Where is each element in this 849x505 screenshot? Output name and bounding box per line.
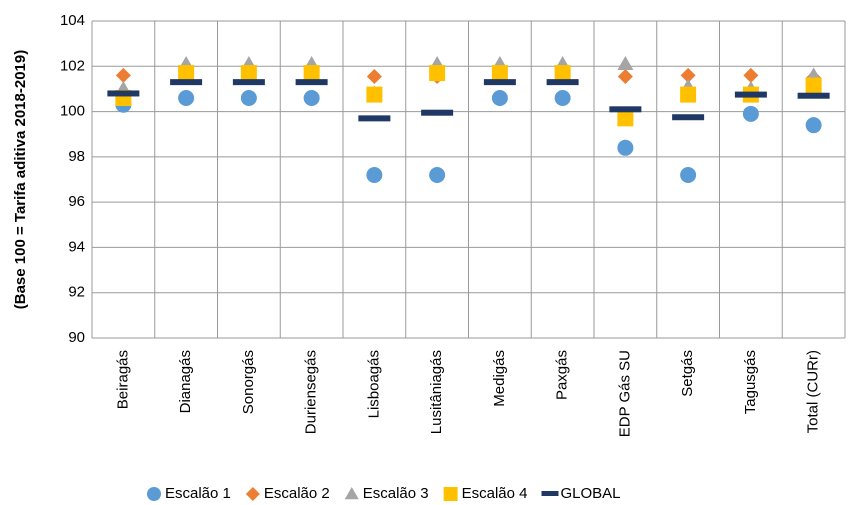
legend-label: Escalão 4 <box>462 485 528 502</box>
category-label: Total (CURr) <box>805 350 822 433</box>
data-point <box>366 68 382 84</box>
category-label: Paxgás <box>554 350 571 400</box>
legend-label: Escalão 2 <box>264 485 330 502</box>
category-label: Sonorgás <box>240 350 257 414</box>
data-point <box>366 86 383 103</box>
data-point <box>805 117 822 134</box>
legend-item: Escalão 3 <box>344 485 429 502</box>
data-point <box>240 89 257 106</box>
data-point <box>303 65 320 82</box>
legend-marker <box>541 491 559 496</box>
data-point <box>546 79 579 86</box>
y-tick-label: 94 <box>68 238 85 255</box>
data-point <box>805 77 822 94</box>
y-tick-label: 92 <box>68 284 85 301</box>
data-point <box>617 110 634 127</box>
category-label: Beiragás <box>114 350 131 409</box>
data-point <box>483 79 516 86</box>
data-point <box>303 89 320 106</box>
data-point <box>429 166 446 183</box>
data-point <box>429 65 446 82</box>
legend-marker <box>245 487 260 501</box>
data-point <box>617 56 634 71</box>
data-point <box>554 65 571 82</box>
data-point <box>609 106 642 113</box>
legend-marker <box>344 487 359 500</box>
y-axis-label: (Base 100 = Tarifa aditiva 2018-2019) <box>12 50 29 309</box>
data-point <box>680 67 696 83</box>
data-point <box>178 65 195 82</box>
data-point <box>734 91 767 98</box>
data-point <box>617 139 634 156</box>
data-point <box>680 166 697 183</box>
legend-item: Escalão 4 <box>443 485 528 502</box>
category-label: EDP Gás SU <box>616 350 633 437</box>
category-label: Medigás <box>491 350 508 407</box>
legend-label: Escalão 3 <box>363 485 429 502</box>
data-point <box>797 92 830 99</box>
series-escal-o-4 <box>115 65 822 127</box>
y-tick-label: 100 <box>60 103 85 120</box>
data-point <box>240 65 257 82</box>
data-point <box>421 109 454 116</box>
category-label: Duriensegás <box>303 350 320 434</box>
data-point <box>743 67 759 83</box>
legend-marker <box>147 487 161 501</box>
data-point <box>680 86 697 103</box>
data-point <box>491 89 508 106</box>
y-axis-ticks: 90 92 94 96 98 100 102 104 <box>60 12 85 346</box>
legend-marker <box>443 487 458 501</box>
y-tick-label: 90 <box>68 329 85 346</box>
category-label: Lisboagás <box>365 350 382 418</box>
legend-item: Escalão 1 <box>147 485 231 502</box>
data-point <box>672 114 705 121</box>
data-point <box>178 89 195 106</box>
y-tick-label: 104 <box>60 12 85 29</box>
data-point <box>491 65 508 82</box>
legend-label: Escalão 1 <box>165 485 231 502</box>
category-label: Setgás <box>679 350 696 397</box>
category-label: Dianagás <box>177 350 194 413</box>
y-tick-label: 98 <box>68 148 85 165</box>
data-point <box>295 79 328 86</box>
legend-item: GLOBAL <box>541 485 621 502</box>
series-global <box>107 79 830 122</box>
data-point <box>554 89 571 106</box>
legend: Escalão 1 Escalão 2 Escalão 3 Escalão 4 GLOB… <box>147 485 621 502</box>
data-point <box>366 166 383 183</box>
data-point <box>107 90 140 97</box>
legend-label: GLOBAL <box>561 485 621 502</box>
data-point <box>358 115 391 122</box>
data-point <box>115 67 131 83</box>
data-point <box>232 79 265 86</box>
data-point <box>617 68 633 84</box>
data-point <box>742 105 759 122</box>
data-point <box>170 79 203 86</box>
y-tick-label: 96 <box>68 193 85 210</box>
category-label: Tagusgás <box>742 350 759 414</box>
grid <box>91 20 846 339</box>
category-label: Lusitâniagás <box>428 350 445 434</box>
y-tick-label: 102 <box>60 57 85 74</box>
data-points <box>107 56 830 183</box>
x-axis-categories: Beiragás Dianagás Sonorgás Duriensegás Lisbo… <box>114 350 821 437</box>
legend-item: Escalão 2 <box>245 485 330 502</box>
